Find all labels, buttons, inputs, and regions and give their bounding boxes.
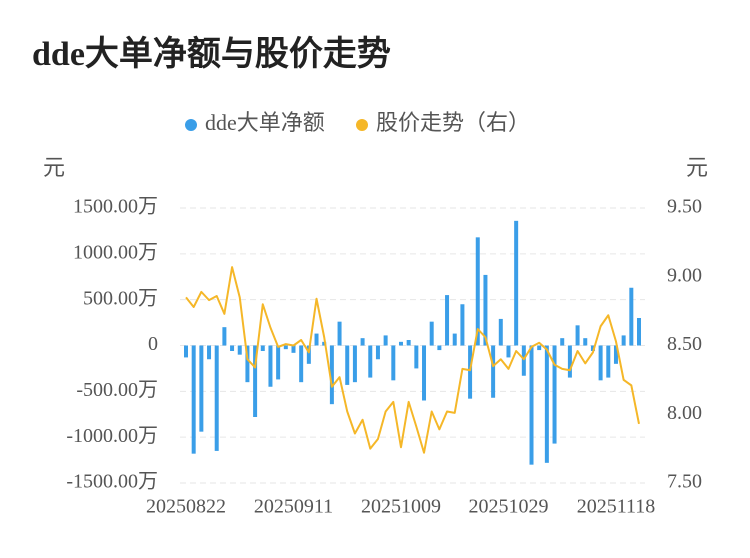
bar [383, 335, 388, 346]
legend-marker [356, 119, 368, 131]
bar [230, 345, 235, 351]
bar [583, 338, 588, 346]
x-tick-label: 20250822 [146, 496, 226, 518]
bar [276, 345, 281, 380]
bar [506, 345, 511, 358]
bar [352, 345, 357, 383]
x-tick-label: 20251029 [468, 496, 548, 518]
bar [590, 345, 595, 351]
bar [498, 318, 503, 346]
bar [391, 345, 396, 381]
y-tick-label: 1000.00万 [73, 241, 158, 263]
y-tick-label: 500.00万 [83, 287, 158, 309]
bar [260, 345, 265, 351]
bar [437, 345, 442, 351]
bar [606, 345, 611, 378]
bar [199, 345, 204, 432]
bar [375, 345, 380, 360]
bar [552, 345, 557, 444]
bar [214, 345, 219, 451]
y2-tick-label: 9.50 [667, 196, 702, 218]
bar [237, 345, 242, 355]
bar [468, 345, 473, 399]
bar [268, 345, 273, 387]
bar [575, 325, 580, 346]
bar [245, 345, 250, 383]
y2-axis-label: 元 [686, 155, 708, 180]
legend-label: 股价走势（右） [376, 110, 530, 135]
bar [475, 237, 480, 346]
bar [521, 345, 526, 376]
bar [283, 345, 288, 350]
y-tick-label: 1500.00万 [73, 196, 158, 218]
bar [621, 335, 626, 346]
y2-tick-label: 8.50 [667, 333, 702, 355]
y-axis-label: 元 [43, 155, 65, 180]
bar [184, 345, 188, 358]
bar [537, 345, 542, 351]
legend-marker [185, 119, 197, 131]
legend-label: dde大单净额 [205, 110, 325, 135]
bar [345, 345, 350, 385]
bar [306, 345, 311, 364]
bar [191, 345, 196, 454]
bar [483, 274, 488, 346]
bar [598, 345, 603, 381]
y2-tick-label: 8.00 [667, 402, 702, 424]
bar [529, 345, 534, 465]
bar [445, 295, 450, 346]
x-tick-label: 20250911 [254, 496, 333, 518]
bar [207, 345, 212, 360]
y-tick-label: -1500.00万 [66, 471, 158, 493]
bar [414, 345, 419, 369]
bar [629, 287, 634, 346]
bar [613, 345, 618, 364]
bar [514, 220, 519, 346]
bar [222, 327, 227, 346]
bar [422, 345, 427, 401]
bar [452, 333, 457, 346]
bar [368, 345, 373, 378]
bar [460, 304, 465, 346]
bar [491, 345, 496, 398]
x-tick-label: 20251118 [577, 496, 656, 518]
bar [560, 338, 565, 346]
bar [337, 321, 342, 346]
x-tick-label: 20251009 [361, 496, 441, 518]
bar [314, 333, 319, 346]
bar [360, 338, 365, 346]
bar [429, 321, 434, 346]
chart-title: dde大单净额与股价走势 [32, 35, 391, 73]
y-tick-label: -500.00万 [76, 379, 158, 401]
bar [329, 345, 334, 405]
bar [253, 345, 258, 417]
bar [299, 345, 304, 383]
y2-tick-label: 9.00 [667, 264, 702, 286]
y-tick-label: 0 [148, 333, 158, 355]
bar [544, 345, 549, 463]
y-tick-label: -1000.00万 [66, 425, 158, 447]
bar [406, 340, 411, 346]
y2-tick-label: 7.50 [667, 471, 702, 493]
bar [567, 345, 572, 378]
bar [291, 345, 296, 353]
bar [398, 341, 403, 346]
bar [637, 318, 641, 346]
price-line [185, 266, 640, 454]
